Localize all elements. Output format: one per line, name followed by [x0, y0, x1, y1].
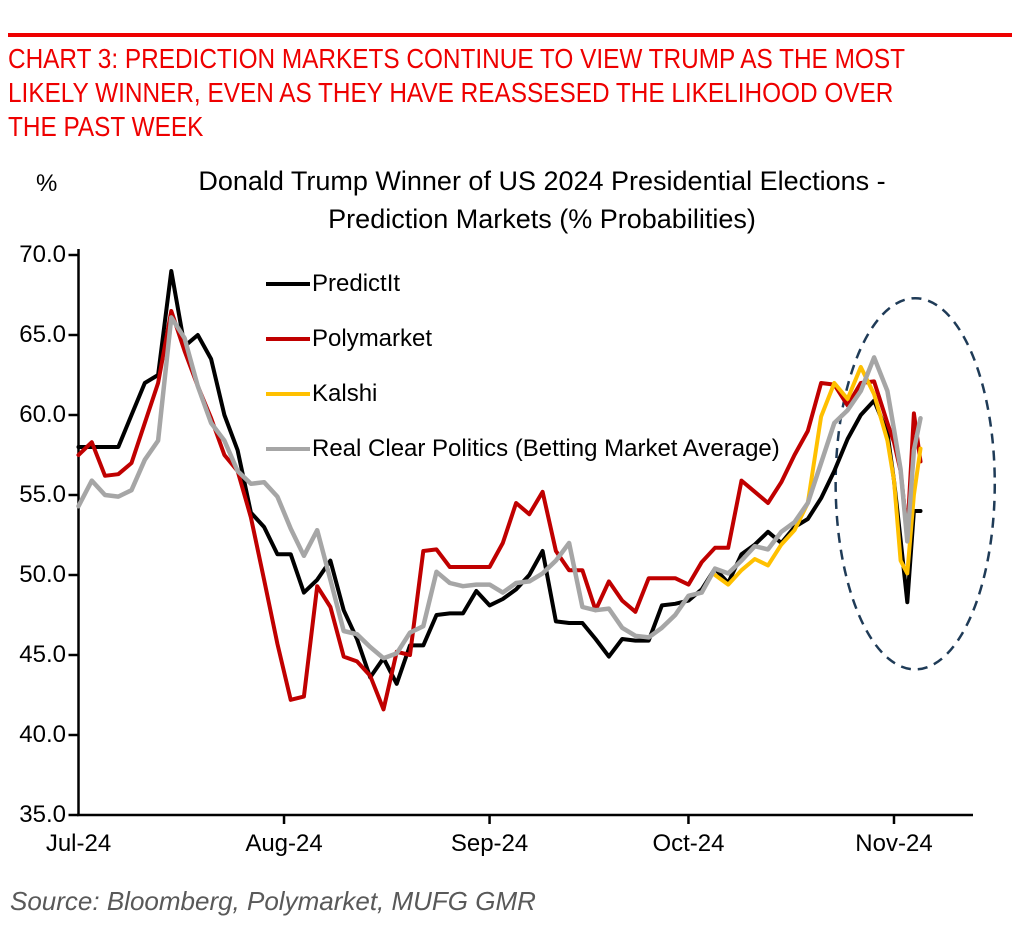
y-axis-tick-label: 60.0	[19, 401, 66, 428]
legend-swatch-kalshi	[266, 391, 310, 396]
y-axis-unit-label: %	[36, 170, 58, 197]
legend-item-real-clear-politics-betting-market-average: Real Clear Politics (Betting Market Aver…	[266, 421, 780, 476]
y-axis-tick-label: 65.0	[19, 321, 66, 348]
y-axis-tick-label: 45.0	[19, 641, 66, 668]
x-axis-tick-label: Jul-24	[45, 830, 112, 857]
series-line-polymarket	[76, 309, 923, 712]
annotation-ellipse	[834, 296, 997, 671]
x-axis-tick-label: Nov-24	[855, 830, 933, 857]
y-axis-tick-label: 50.0	[19, 561, 66, 588]
chart-title: Donald Trump Winner of US 2024 President…	[102, 162, 982, 238]
series-line-predictit	[76, 269, 923, 686]
legend-swatch-polymarket	[266, 336, 310, 341]
header-accent-rule	[8, 33, 1012, 37]
chart-title-line-2: Prediction Markets (% Probabilities)	[328, 204, 756, 234]
legend-item-kalshi: Kalshi	[266, 366, 780, 421]
chart-heading-line-1: CHART 3: PREDICTION MARKETS CONTINUE TO …	[8, 43, 905, 74]
chart-heading: CHART 3: PREDICTION MARKETS CONTINUE TO …	[8, 42, 1022, 144]
chart-legend: PredictIt Polymarket Kalshi Real Clear Poli…	[266, 256, 780, 476]
legend-item-predictit: PredictIt	[266, 256, 780, 311]
legend-label-kalshi: Kalshi	[312, 379, 378, 407]
x-axis-tick-label: Oct-24	[652, 830, 725, 857]
legend-swatch-real-clear-politics-betting-market-average	[266, 446, 310, 451]
y-axis-tick-label: 70.0	[19, 241, 66, 268]
y-axis-tick-label: 40.0	[19, 721, 66, 748]
chart-heading-line-2: LIKELY WINNER, EVEN AS THEY HAVE REASSES…	[8, 77, 894, 108]
y-axis-tick-label: 35.0	[19, 801, 66, 828]
legend-item-polymarket: Polymarket	[266, 311, 780, 366]
source-note: Source: Bloomberg, Polymarket, MUFG GMR	[10, 886, 536, 916]
x-axis-tick-label: Aug-24	[245, 830, 323, 857]
y-axis-tick-label: 55.0	[19, 481, 66, 508]
chart-heading-line-3: THE PAST WEEK	[8, 111, 204, 142]
legend-label-predictit: PredictIt	[312, 269, 401, 297]
series-line-kalshi	[713, 365, 923, 587]
x-axis-tick-label: Sep-24	[450, 830, 529, 857]
legend-label-real-clear-politics-betting-market-average: Real Clear Politics (Betting Market Aver…	[312, 434, 780, 462]
series-line-real-clear-politics-betting-market-average	[76, 315, 923, 661]
chart-title-line-1: Donald Trump Winner of US 2024 President…	[198, 166, 886, 196]
legend-swatch-predictit	[266, 281, 310, 286]
legend-label-polymarket: Polymarket	[312, 324, 433, 352]
